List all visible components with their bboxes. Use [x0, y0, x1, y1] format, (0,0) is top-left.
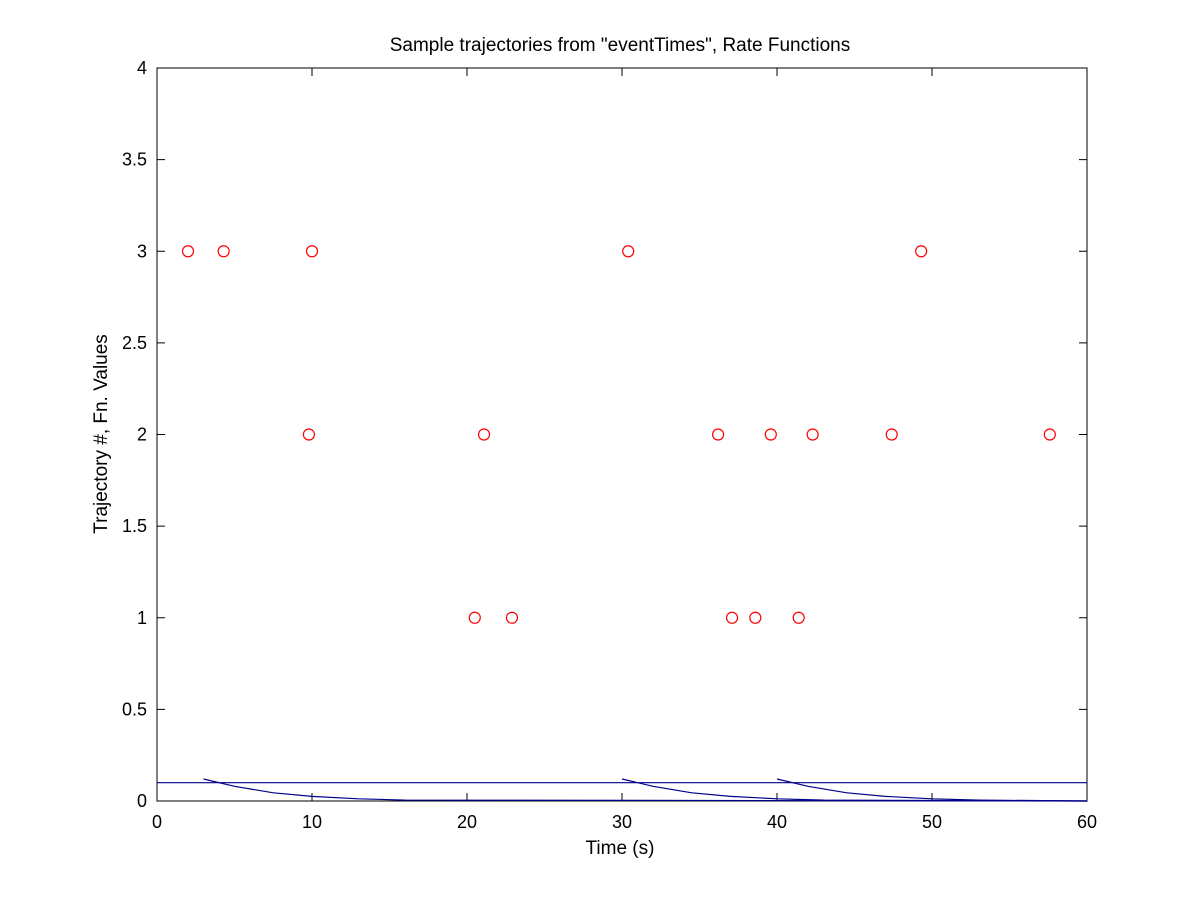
- y-tick-label: 2.5: [122, 333, 147, 353]
- plot-area: 0 10 20 30 40 50 60 0 0.5 1 1.5 2 2.5 3 3.5 4: [122, 58, 1097, 832]
- x-tick-label: 10: [302, 812, 322, 832]
- rate-function-line-3: [621, 778, 1088, 802]
- y-tick-label: 3: [137, 241, 147, 261]
- event-marker-trajectory-2: [711, 428, 725, 441]
- x-tick-label: 0: [152, 812, 162, 832]
- event-marker-trajectory-2: [477, 428, 491, 441]
- event-marker-trajectory-1: [792, 611, 805, 624]
- y-tick-label: 1.5: [122, 516, 147, 536]
- chart-title: Sample trajectories from "eventTimes", R…: [390, 35, 851, 56]
- event-marker-trajectory-2: [764, 428, 777, 441]
- rate-function-line-2: [203, 778, 1088, 802]
- y-tick-label: 3.5: [122, 150, 147, 170]
- event-marker-trajectory-2: [806, 428, 819, 441]
- event-marker-trajectory-3: [915, 245, 928, 258]
- y-axis-title: Trajectory #, Fn. Values: [91, 334, 112, 534]
- x-tick-label: 60: [1077, 812, 1097, 832]
- event-marker-trajectory-2: [885, 428, 898, 441]
- y-tick-label: 0.5: [122, 699, 147, 719]
- y-tick-label: 2: [137, 425, 147, 445]
- event-marker-trajectory-1: [468, 611, 481, 624]
- event-marker-trajectory-3: [622, 245, 635, 258]
- x-tick-label: 40: [767, 812, 787, 832]
- y-tick-label: 4: [137, 58, 147, 78]
- y-tick-label: 1: [137, 608, 147, 628]
- event-marker-trajectory-3: [181, 245, 195, 258]
- event-marker-trajectory-2: [1043, 428, 1056, 441]
- x-tick-label: 20: [457, 812, 477, 832]
- event-marker-trajectory-1: [505, 611, 519, 624]
- x-tick-label: 50: [922, 812, 942, 832]
- event-marker-trajectory-3: [305, 245, 319, 258]
- y-tick-label: 0: [137, 791, 147, 811]
- rate-function-line-4: [776, 778, 1088, 802]
- event-marker-trajectory-2: [302, 428, 315, 441]
- x-axis-title: Time (s): [586, 838, 655, 859]
- event-marker-trajectory-3: [217, 245, 230, 258]
- x-tick-label: 30: [612, 812, 632, 832]
- event-marker-trajectory-1: [725, 611, 739, 624]
- event-marker-trajectory-1: [749, 611, 762, 624]
